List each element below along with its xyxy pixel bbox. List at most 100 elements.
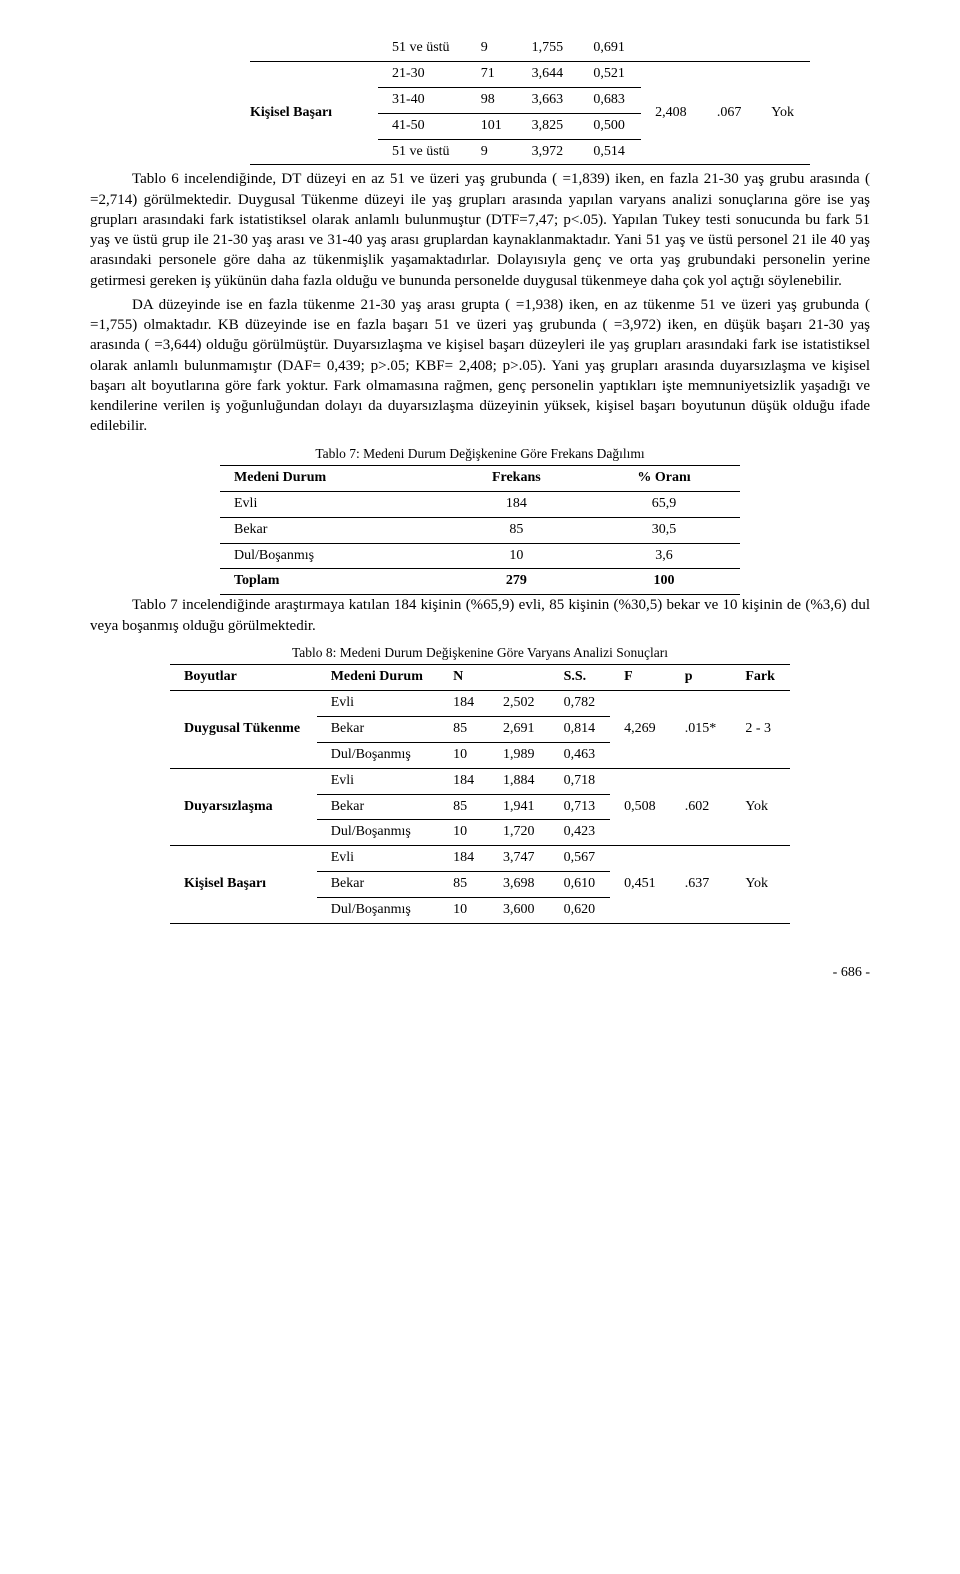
t8-g1-p: .602 [671, 768, 732, 846]
t8-g1-r2-n: 10 [439, 820, 489, 846]
t8-g0-r0-n: 184 [439, 690, 489, 716]
t7-r2-label: Dul/Boşanmış [220, 543, 445, 569]
t6-dimension-label: Kişisel Başarı [250, 87, 378, 139]
t8-hdr-5: F [610, 665, 671, 691]
t8-hdr-2: N [439, 665, 489, 691]
t6-f-value: 2,408 [641, 87, 703, 139]
t8-g1-r0-n: 184 [439, 768, 489, 794]
t8-g1-fark: Yok [731, 768, 790, 846]
t7-r0-label: Evli [220, 491, 445, 517]
t6-row0-grp: 51 ve üstü [378, 36, 467, 61]
t8-g1-r1-n: 85 [439, 794, 489, 820]
paragraph-1: Tablo 6 incelendiğinde, DT düzeyi en az … [90, 169, 870, 291]
t8-g2-r1-ss: 0,610 [550, 872, 611, 898]
t8-g2-r1-m: 3,698 [489, 872, 550, 898]
t8-g0-dim: Duygusal Tükenme [170, 690, 317, 768]
t8-g1-r0-ss: 0,718 [550, 768, 611, 794]
t6-row3-n: 101 [467, 113, 518, 139]
t7-total-pct: 100 [588, 569, 740, 595]
paragraph-2: DA düzeyinde ise en fazla tükenme 21-30 … [90, 295, 870, 437]
t8-hdr-3 [489, 665, 550, 691]
t8-g0-r1-label: Bekar [317, 716, 439, 742]
t8-hdr-4: S.S. [550, 665, 611, 691]
t7-total-label: Toplam [220, 569, 445, 595]
t8-g0-r2-m: 1,989 [489, 742, 550, 768]
t6-row0-m1: 1,755 [518, 36, 580, 61]
t8-g1-f: 0,508 [610, 768, 671, 846]
t6-row2-grp: 31-40 [378, 87, 467, 113]
t6-row0-n: 9 [467, 36, 518, 61]
page-number: - 686 - [90, 964, 870, 983]
t6-row1-n: 71 [467, 61, 518, 87]
t6-fark: Yok [757, 87, 810, 139]
t8-g2-r0-n: 184 [439, 846, 489, 872]
t8-g2-r2-label: Dul/Boşanmış [317, 898, 439, 924]
t8-g1-r2-label: Dul/Boşanmış [317, 820, 439, 846]
t6-row1-m1: 3,644 [518, 61, 580, 87]
t8-g0-r1-n: 85 [439, 716, 489, 742]
table7: Medeni Durum Frekans % Oranı Evli 184 65… [220, 465, 740, 595]
t8-g2-f: 0,451 [610, 846, 671, 924]
t8-g0-r2-ss: 0,463 [550, 742, 611, 768]
t6-row4-n: 9 [467, 139, 518, 165]
t6-row3-m2: 0,500 [579, 113, 641, 139]
t8-g1-r1-m: 1,941 [489, 794, 550, 820]
t8-g1-r1-ss: 0,713 [550, 794, 611, 820]
t8-g1-r0-label: Evli [317, 768, 439, 794]
t8-g2-r2-ss: 0,620 [550, 898, 611, 924]
t8-g2-r0-label: Evli [317, 846, 439, 872]
t7-r1-label: Bekar [220, 517, 445, 543]
t7-r0-freq: 184 [445, 491, 588, 517]
t6-row0-m2: 0,691 [579, 36, 641, 61]
t8-g0-f: 4,269 [610, 690, 671, 768]
t8-g0-r1-m: 2,691 [489, 716, 550, 742]
t6-row3-grp: 41-50 [378, 113, 467, 139]
t7-hdr-0: Medeni Durum [220, 465, 445, 491]
t8-g0-r0-m: 2,502 [489, 690, 550, 716]
t8-hdr-7: Fark [731, 665, 790, 691]
t6-row4-grp: 51 ve üstü [378, 139, 467, 165]
t8-g0-r0-ss: 0,782 [550, 690, 611, 716]
t8-g1-r0-m: 1,884 [489, 768, 550, 794]
t8-g2-r2-n: 10 [439, 898, 489, 924]
t6-row2-n: 98 [467, 87, 518, 113]
t8-g1-r2-ss: 0,423 [550, 820, 611, 846]
t8-g2-r1-n: 85 [439, 872, 489, 898]
t8-g2-r1-label: Bekar [317, 872, 439, 898]
t6-p-value: .067 [703, 87, 757, 139]
t8-g2-dim: Kişisel Başarı [170, 846, 317, 924]
t8-g0-p: .015* [671, 690, 732, 768]
t8-g1-r2-m: 1,720 [489, 820, 550, 846]
t7-r2-pct: 3,6 [588, 543, 740, 569]
t6-row2-m2: 0,683 [579, 87, 641, 113]
t6-row1-m2: 0,521 [579, 61, 641, 87]
t8-hdr-0: Boyutlar [170, 665, 317, 691]
t8-g0-r2-n: 10 [439, 742, 489, 768]
t6-row1-grp: 21-30 [378, 61, 467, 87]
t8-g2-p: .637 [671, 846, 732, 924]
t7-r1-freq: 85 [445, 517, 588, 543]
t7-hdr-2: % Oranı [588, 465, 740, 491]
t6-row2-m1: 3,663 [518, 87, 580, 113]
t6-row4-m1: 3,972 [518, 139, 580, 165]
t8-g0-fark: 2 - 3 [731, 690, 790, 768]
t7-r1-pct: 30,5 [588, 517, 740, 543]
t8-g2-r0-ss: 0,567 [550, 846, 611, 872]
t8-hdr-6: p [671, 665, 732, 691]
t8-hdr-1: Medeni Durum [317, 665, 439, 691]
table6-continuation: 51 ve üstü 9 1,755 0,691 21-30 71 3,644 … [250, 36, 810, 165]
t7-total-freq: 279 [445, 569, 588, 595]
t8-g2-r0-m: 3,747 [489, 846, 550, 872]
t8-g0-r0-label: Evli [317, 690, 439, 716]
t8-g0-r2-label: Dul/Boşanmış [317, 742, 439, 768]
table8-caption: Tablo 8: Medeni Durum Değişkenine Göre V… [90, 644, 870, 662]
paragraph-3: Tablo 7 incelendiğinde araştırmaya katıl… [90, 595, 870, 636]
t7-hdr-1: Frekans [445, 465, 588, 491]
t8-g1-r1-label: Bekar [317, 794, 439, 820]
t6-row3-m1: 3,825 [518, 113, 580, 139]
t7-r2-freq: 10 [445, 543, 588, 569]
t8-g0-r1-ss: 0,814 [550, 716, 611, 742]
t8-g2-r2-m: 3,600 [489, 898, 550, 924]
table8: Boyutlar Medeni Durum N S.S. F p Fark Du… [170, 664, 790, 924]
table7-caption: Tablo 7: Medeni Durum Değişkenine Göre F… [90, 445, 870, 463]
